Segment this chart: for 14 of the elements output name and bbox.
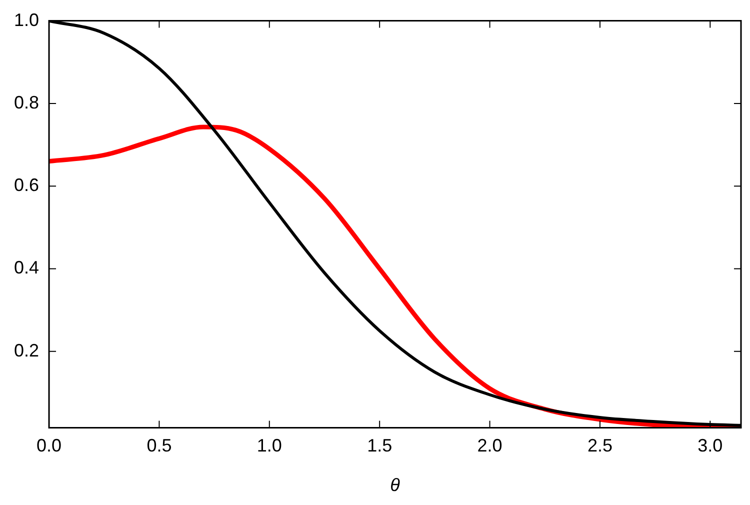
y-tick-label: 0.4 bbox=[14, 258, 40, 278]
y-tick-label: 1.0 bbox=[14, 10, 40, 30]
y-tick-label: 0.8 bbox=[14, 92, 40, 112]
y-tick-label: 0.2 bbox=[14, 340, 40, 360]
y-tick-label: 0.6 bbox=[14, 175, 40, 196]
x-tick-label: 0.0 bbox=[36, 436, 62, 456]
x-tick-label: 2.0 bbox=[477, 436, 502, 456]
x-tick-label: 0.5 bbox=[146, 436, 172, 456]
x-tick-label: 1.5 bbox=[367, 436, 392, 456]
x-tick-label: 1.0 bbox=[256, 436, 282, 456]
x-tick-label: 3.0 bbox=[698, 436, 723, 456]
x-tick-label: 2.5 bbox=[587, 436, 612, 456]
x-axis-title: θ bbox=[390, 475, 400, 496]
line-series bbox=[49, 124, 741, 428]
